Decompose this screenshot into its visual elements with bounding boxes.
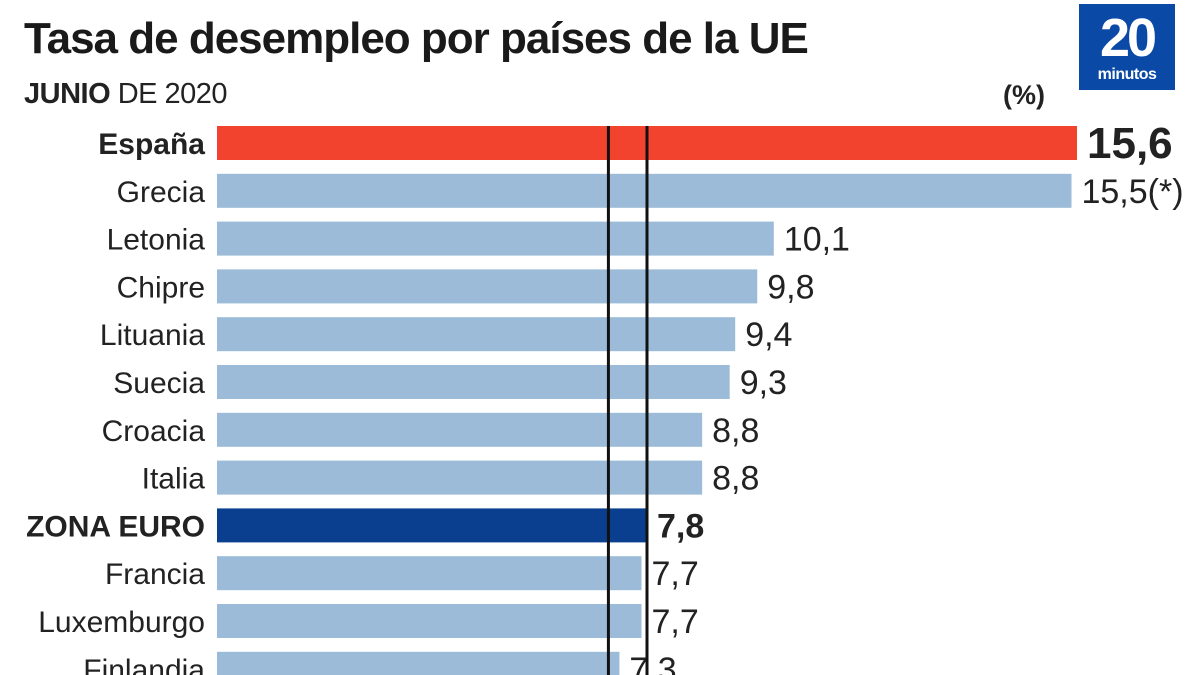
subtitle-year: DE 2020	[110, 78, 228, 110]
brand-logo: 20 minutos	[1079, 4, 1175, 90]
category-label-lituania: Lituania	[100, 319, 205, 352]
category-label-grecia: Grecia	[117, 176, 206, 209]
category-label-zona-euro: ZONA EURO	[26, 510, 205, 543]
bar-finlandia	[217, 651, 620, 675]
chart-subtitle: JUNIO DE 2020	[24, 78, 228, 111]
category-label-luxemburgo: Luxemburgo	[38, 606, 205, 639]
value-label-espana: 15,6	[1087, 119, 1173, 168]
category-label-espana: España	[98, 128, 205, 161]
chart-title: Tasa de desempleo por países de la UE	[24, 14, 809, 63]
bar-francia	[217, 556, 642, 591]
category-label-finlandia: Finlandia	[83, 654, 205, 675]
bar-zona-euro	[217, 508, 647, 543]
category-label-letonia: Letonia	[107, 224, 206, 257]
value-label-italia: 8,8	[712, 460, 759, 498]
value-label-luxemburgo: 7,7	[651, 603, 698, 641]
value-label-suecia: 9,3	[740, 364, 787, 402]
bar-grecia	[217, 173, 1072, 208]
value-label-zona-euro: 7,8	[657, 507, 704, 545]
logo-number: 20	[1099, 8, 1157, 68]
logo-word: minutos	[1097, 66, 1157, 83]
value-label-letonia: 10,1	[784, 221, 850, 259]
value-label-croacia: 8,8	[712, 412, 759, 450]
value-label-lituania: 9,4	[745, 316, 792, 354]
unit-label: (%)	[1003, 80, 1045, 110]
bar-italia	[217, 460, 703, 495]
value-label-francia: 7,7	[651, 555, 698, 593]
category-label-italia: Italia	[142, 463, 206, 496]
bar-suecia	[217, 365, 730, 399]
bar-croacia	[217, 412, 703, 447]
category-label-chipre: Chipre	[117, 271, 205, 304]
bar-luxemburgo	[217, 604, 642, 638]
value-label-finlandia: 7,3	[629, 651, 676, 675]
category-label-croacia: Croacia	[102, 415, 206, 448]
subtitle-month: JUNIO	[24, 78, 111, 110]
value-label-grecia: 15,5(*)	[1081, 173, 1183, 211]
bar-letonia	[217, 221, 774, 256]
category-label-suecia: Suecia	[113, 367, 205, 400]
value-label-chipre: 9,8	[767, 268, 814, 306]
category-label-francia: Francia	[105, 558, 205, 591]
bar-chipre	[217, 269, 758, 304]
bar-lituania	[217, 317, 736, 352]
